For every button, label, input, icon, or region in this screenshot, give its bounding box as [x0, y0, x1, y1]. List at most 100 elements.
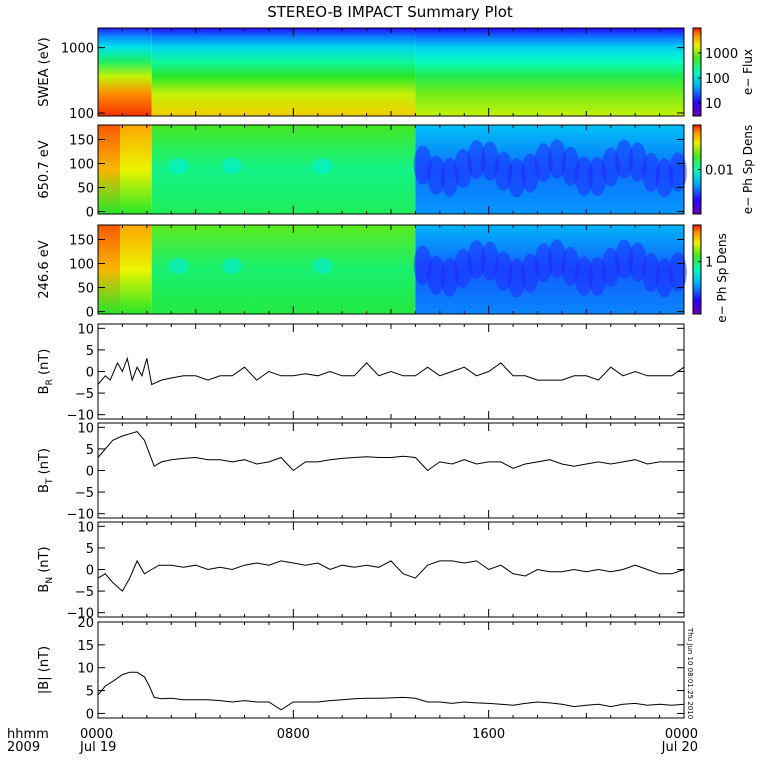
spectrogram-blotch: [494, 251, 513, 291]
spectrogram-cell: [151, 225, 416, 314]
spectrogram-blotch: [574, 256, 593, 296]
y-axis-label: 650.7 eV: [37, 140, 52, 198]
y-axis-label-sub: T: [45, 478, 55, 485]
y-tick-label: 10: [77, 322, 94, 337]
spectrogram-blotch: [668, 152, 687, 192]
y-tick-label: 0: [86, 366, 94, 381]
colorbar-tick-label: 0.01: [705, 164, 734, 179]
colorbar-label: e− Ph Sp Dens: [741, 125, 755, 214]
spectrogram-blotch: [655, 158, 674, 198]
y-axis-label-unit: (nT): [37, 646, 52, 676]
y-tick-label: 50: [77, 282, 94, 297]
colorbar-label: e− Ph Sp Dens: [715, 233, 729, 322]
spectrogram-blotch: [615, 239, 634, 279]
series-line: [97, 671, 685, 711]
spectrogram-blotch: [312, 257, 333, 274]
spectrogram-blotch: [312, 157, 333, 174]
y-tick-label: 150: [69, 233, 94, 248]
spectrogram-blotch: [642, 152, 661, 192]
spectrogram-blotch: [427, 155, 446, 195]
colorbar-tick-label: 1000: [705, 47, 738, 62]
colorbar-label: e− Flux: [741, 49, 755, 95]
y-tick-label: 100: [69, 257, 94, 272]
y-tick-label: 50: [77, 182, 94, 197]
spectrogram-blotch: [494, 151, 513, 191]
y-axis-label-sub: R: [45, 379, 55, 385]
line-panel-bg: [98, 522, 684, 617]
spectrogram-blotch: [642, 252, 661, 292]
time-date-label: Jul 20: [661, 740, 698, 755]
spectrogram-blotch: [467, 239, 486, 280]
y-axis-label: SWEA (eV): [37, 37, 52, 106]
time-tick-label: 0800: [277, 727, 310, 742]
spectrogram-blotch: [168, 157, 189, 174]
series-line: [97, 356, 685, 386]
spectrogram-blotch: [222, 157, 243, 174]
spectrogram-blotch: [507, 158, 526, 198]
y-tick-label: 5: [86, 685, 94, 700]
time-tick-label: 0000: [665, 727, 698, 742]
time-tick-label: 0000: [80, 727, 113, 742]
y-axis-label: |B| (nT): [37, 646, 52, 694]
time-date-label: Jul 19: [79, 740, 116, 755]
spectrogram-blotch: [534, 243, 553, 283]
y-axis-label-unit: (nT): [37, 349, 52, 379]
y-tick-label: −5: [75, 585, 94, 600]
spectrogram-blotch: [467, 139, 486, 180]
series-line: [97, 431, 684, 472]
spectrogram-blotch: [222, 257, 243, 274]
y-tick-label: 0: [86, 707, 94, 722]
colorbar-tick-label: 10: [705, 97, 722, 112]
spectrogram-blotch: [168, 257, 189, 274]
spectrogram-cell: [98, 28, 152, 116]
y-axis-label-main: B: [37, 584, 52, 593]
y-axis-label-main: B: [37, 484, 52, 493]
colorbar-tick-label: 1: [705, 256, 713, 271]
y-tick-label: 5: [86, 443, 94, 458]
y-tick-label: 0: [86, 564, 94, 579]
plot-title: STEREO-B IMPACT Summary Plot: [267, 3, 513, 21]
spectrogram-cell: [98, 125, 120, 214]
time-tick-label: 1600: [472, 727, 505, 742]
y-tick-label: 5: [86, 542, 94, 557]
spectrogram-blotch: [534, 143, 553, 183]
y-axis-label: BT (nT): [37, 448, 55, 493]
y-tick-label: 10: [77, 520, 94, 535]
spectrogram-blotch: [655, 258, 674, 298]
time-axis-corner-label-1: hhmm: [7, 727, 49, 742]
y-tick-label: 15: [77, 639, 94, 654]
spectrogram-cell: [98, 225, 120, 314]
y-tick-label: 20: [77, 616, 94, 631]
colorbar: [692, 224, 702, 315]
spectrogram-blotch: [427, 255, 446, 295]
line-panel-bg: [98, 423, 684, 518]
y-tick-label: 150: [69, 133, 94, 148]
y-axis-label-unit: (nT): [37, 546, 52, 576]
y-tick-label: 0: [86, 206, 94, 221]
y-axis-label: BR (nT): [37, 349, 55, 395]
colorbar-tick-label: 100: [705, 72, 730, 87]
time-axis-corner-label-2: 2009: [7, 740, 40, 755]
series-line: [97, 559, 685, 592]
y-tick-label: 100: [69, 107, 94, 122]
y-axis-label-main: |B|: [37, 676, 52, 694]
spectrogram-blotch: [615, 139, 634, 179]
spectrogram-cell: [415, 28, 684, 116]
y-tick-label: −10: [67, 508, 94, 523]
spectrogram-cell: [151, 28, 416, 116]
spectrogram-cell: [119, 125, 152, 214]
y-axis-label-sub: N: [45, 577, 55, 584]
line-panel-bg: [98, 622, 684, 718]
y-tick-label: −5: [75, 387, 94, 402]
y-tick-label: 10: [77, 662, 94, 677]
spectrogram-blotch: [507, 258, 526, 298]
y-axis-label: BN (nT): [37, 546, 55, 592]
y-tick-label: 0: [86, 306, 94, 321]
y-tick-label: 10: [77, 421, 94, 436]
y-tick-label: 0: [86, 465, 94, 480]
y-axis-label-unit: (nT): [37, 448, 52, 478]
timestamp-label: Thu Jun 10 08:01:25 2010: [686, 627, 694, 719]
spectrogram-blotch: [668, 252, 687, 292]
spectrogram-blotch: [574, 156, 593, 196]
